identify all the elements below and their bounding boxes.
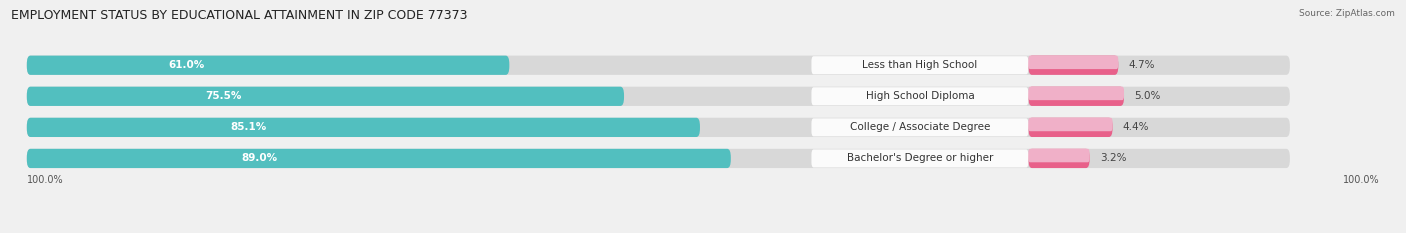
Text: Less than High School: Less than High School xyxy=(862,60,977,70)
Text: Source: ZipAtlas.com: Source: ZipAtlas.com xyxy=(1299,9,1395,18)
FancyBboxPatch shape xyxy=(1028,149,1090,168)
Text: 85.1%: 85.1% xyxy=(231,122,267,132)
Text: 100.0%: 100.0% xyxy=(1343,175,1379,185)
FancyBboxPatch shape xyxy=(1028,56,1118,69)
Text: EMPLOYMENT STATUS BY EDUCATIONAL ATTAINMENT IN ZIP CODE 77373: EMPLOYMENT STATUS BY EDUCATIONAL ATTAINM… xyxy=(11,9,468,22)
Text: 89.0%: 89.0% xyxy=(240,154,277,163)
Text: 5.0%: 5.0% xyxy=(1135,91,1160,101)
Text: 100.0%: 100.0% xyxy=(27,175,63,185)
FancyBboxPatch shape xyxy=(1028,87,1123,106)
Text: High School Diploma: High School Diploma xyxy=(866,91,974,101)
FancyBboxPatch shape xyxy=(1028,56,1118,75)
FancyBboxPatch shape xyxy=(811,118,1028,136)
Text: 4.4%: 4.4% xyxy=(1123,122,1149,132)
Text: 75.5%: 75.5% xyxy=(205,91,242,101)
Text: College / Associate Degree: College / Associate Degree xyxy=(849,122,990,132)
Text: 3.2%: 3.2% xyxy=(1099,154,1126,163)
FancyBboxPatch shape xyxy=(811,87,1028,105)
FancyBboxPatch shape xyxy=(27,118,1289,137)
FancyBboxPatch shape xyxy=(27,87,1289,106)
FancyBboxPatch shape xyxy=(1028,118,1112,131)
FancyBboxPatch shape xyxy=(27,87,624,106)
FancyBboxPatch shape xyxy=(27,56,1289,75)
Text: 61.0%: 61.0% xyxy=(167,60,204,70)
FancyBboxPatch shape xyxy=(1028,149,1090,162)
FancyBboxPatch shape xyxy=(27,149,731,168)
FancyBboxPatch shape xyxy=(1028,87,1123,100)
FancyBboxPatch shape xyxy=(811,56,1028,74)
FancyBboxPatch shape xyxy=(27,118,700,137)
FancyBboxPatch shape xyxy=(1028,118,1112,137)
FancyBboxPatch shape xyxy=(811,149,1028,168)
Text: Bachelor's Degree or higher: Bachelor's Degree or higher xyxy=(846,154,993,163)
FancyBboxPatch shape xyxy=(27,149,1289,168)
Text: 4.7%: 4.7% xyxy=(1129,60,1154,70)
FancyBboxPatch shape xyxy=(27,56,509,75)
